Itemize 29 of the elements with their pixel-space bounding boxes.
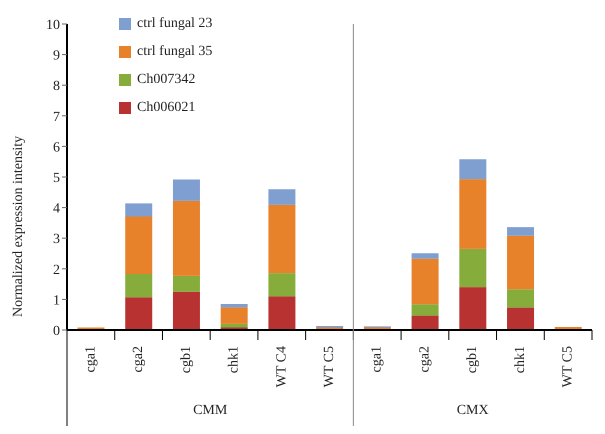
text: CMM	[193, 403, 228, 418]
legend-label: Ch007342	[137, 72, 196, 88]
x-tick-label: chk1	[226, 346, 242, 374]
x-tick-label: cga1	[83, 346, 98, 372]
legend-label: Ch006021	[137, 100, 196, 116]
y-tick-label: 10	[46, 18, 60, 33]
y-tick-label: 3	[53, 232, 60, 248]
x-tick-label: WT C4	[274, 346, 290, 388]
y-tick-label: 8	[53, 79, 60, 94]
x-tick-label: cga2	[417, 346, 432, 372]
x-tick-label: cga1	[370, 346, 385, 372]
legend-label: ctrl fungal 23	[137, 16, 212, 32]
y-tick-label: 5	[53, 170, 60, 186]
y-tick-label: 7	[53, 110, 60, 125]
x-tick-label: chk1	[512, 346, 528, 374]
y-axis-title: Normalized expression intensity	[10, 136, 26, 317]
x-tick-label: cgb1	[178, 346, 194, 374]
y-tick-label: 2	[53, 262, 60, 278]
y-tick-label: 1	[53, 293, 60, 308]
text: CMX	[456, 403, 489, 418]
x-tick-label: cga2	[131, 346, 146, 372]
x-tick-label: WT C5	[560, 346, 576, 388]
x-tick-label: cgb1	[465, 346, 480, 374]
legend-label: ctrl fungal 35	[137, 44, 212, 60]
y-tick-label: 0	[53, 324, 60, 339]
y-tick-label: 4	[53, 202, 60, 217]
x-tick-label: WT C5	[322, 346, 337, 388]
y-tick-label: 6	[53, 140, 60, 156]
y-tick-label: 9	[53, 48, 60, 64]
